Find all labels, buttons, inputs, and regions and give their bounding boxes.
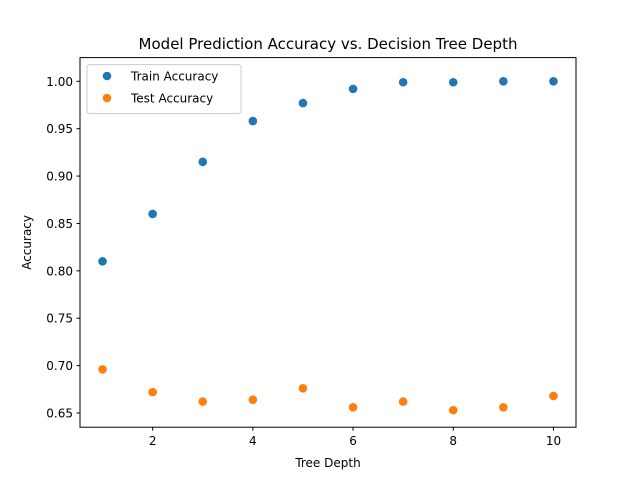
legend-marker [102,71,112,81]
data-point [198,397,208,406]
x-axis-label: Tree Depth [294,456,360,470]
chart-title: Model Prediction Accuracy vs. Decision T… [139,35,518,53]
data-points [98,76,558,415]
legend-box [86,64,242,115]
legend-marker [102,93,112,103]
y-tick-label: 0.80 [46,264,73,278]
data-point [348,402,358,412]
data-point [298,384,308,393]
data-point [148,209,157,219]
x-tick-label: 4 [249,434,257,448]
series-2 [98,365,558,415]
data-point [499,76,508,86]
legend: Train Accuracy Test Accuracy [86,64,242,115]
y-tick-label: 0.75 [46,312,73,326]
y-tick-label: 0.70 [46,359,73,373]
data-point [198,157,208,167]
data-point [148,387,157,397]
data-point [549,391,558,401]
data-point [298,98,308,108]
x-tick-label: 2 [149,434,157,448]
y-axis-label: Accuracy [20,215,34,270]
y-tick-label: 0.95 [46,122,73,136]
data-point [398,77,408,87]
axis-ticks: 2 4 6 8 10 0.65 0.70 0.75 0.80 0.85 0.90 0.95 1.00 [46,75,561,448]
data-point [98,365,107,374]
legend-label: Train Accuracy [130,70,218,84]
data-point [248,116,258,126]
y-tick-label: 1.00 [46,75,73,89]
x-tick-label: 10 [546,434,561,448]
y-tick-label: 0.90 [46,170,73,184]
legend-label: Test Accuracy [130,92,213,106]
data-point [348,84,358,94]
x-tick-label: 6 [349,434,357,448]
y-tick-label: 0.65 [46,406,73,420]
plot-area [79,57,577,428]
data-point [448,405,458,415]
data-point [448,77,458,87]
data-point [98,257,107,266]
data-point [398,397,408,406]
y-tick-label: 0.85 [46,217,73,231]
x-tick-label: 8 [449,434,457,448]
data-point [549,76,558,86]
data-point [248,395,258,405]
data-point [499,402,508,412]
series-1 [98,76,558,266]
